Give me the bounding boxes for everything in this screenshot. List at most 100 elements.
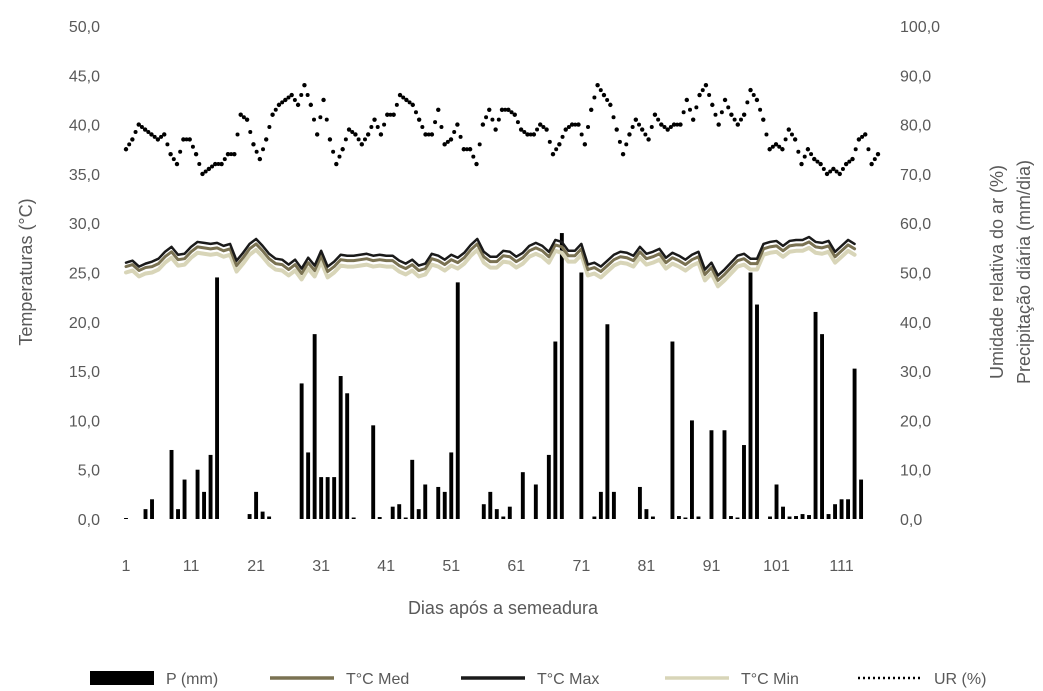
humidity-point: [308, 102, 314, 108]
humidity-point: [314, 132, 320, 137]
precip-bar: [390, 506, 395, 519]
humidity-point: [420, 125, 425, 130]
humidity-point: [321, 97, 326, 103]
precip-bar: [124, 518, 128, 519]
humidity-point: [197, 162, 202, 167]
humidity-point: [550, 151, 556, 157]
legend-label: T°C Min: [741, 671, 799, 688]
humidity-point: [331, 149, 336, 154]
humidity-dots: [123, 82, 881, 177]
humidity-point: [627, 132, 632, 137]
humidity-point: [216, 162, 221, 167]
humidity-point: [174, 161, 180, 167]
humidity-point: [828, 169, 833, 174]
humidity-point: [445, 139, 450, 144]
precip-bar: [260, 511, 265, 519]
humidity-point: [773, 142, 779, 147]
right-tick-label: 20,0: [900, 413, 931, 430]
humidity-point: [286, 95, 291, 100]
precip-bar: [397, 504, 402, 519]
precip-bar: [852, 368, 857, 519]
humidity-point: [761, 117, 766, 122]
humidity-point: [528, 132, 533, 137]
humidity-point: [299, 93, 304, 98]
humidity-point: [837, 171, 842, 177]
humidity-point: [786, 127, 791, 132]
precip-bar: [338, 376, 343, 519]
humidity-point: [436, 107, 441, 113]
precip-bar: [787, 516, 792, 519]
humidity-point: [365, 132, 371, 137]
humidity-point: [139, 125, 144, 130]
humidity-point: [324, 117, 329, 122]
humidity-point: [557, 142, 562, 147]
humidity-point: [662, 125, 667, 130]
humidity-point: [340, 147, 345, 152]
precip-bar: [416, 509, 421, 519]
humidity-point: [792, 137, 798, 142]
x-tick-label: 1: [122, 558, 131, 575]
humidity-point: [856, 137, 862, 142]
precip-bar: [254, 491, 259, 519]
humidity-point: [369, 125, 374, 130]
humidity-point: [796, 149, 801, 154]
precip-bar: [598, 491, 603, 519]
precip-bar: [481, 504, 486, 519]
x-tick-label: 21: [247, 558, 265, 575]
humidity-point: [656, 117, 661, 122]
humidity-point: [429, 132, 435, 137]
legend-label: T°C Med: [346, 671, 409, 688]
humidity-point: [499, 107, 505, 113]
humidity-point: [640, 127, 645, 132]
precip-bar: [592, 516, 597, 519]
humidity-point: [789, 132, 794, 137]
humidity-point: [312, 117, 316, 122]
humidity-point: [155, 137, 161, 142]
humidity-point: [362, 137, 367, 142]
humidity-point: [649, 125, 654, 130]
humidity-point: [738, 117, 743, 122]
humidity-point: [496, 117, 501, 122]
right-tick-label: 50,0: [900, 266, 931, 283]
precipitation-bars: [124, 233, 864, 520]
humidity-point: [289, 92, 294, 98]
right-tick-label: 70,0: [900, 167, 931, 184]
humidity-point: [579, 132, 584, 137]
precip-bar: [683, 517, 688, 519]
right-tick-label: 90,0: [900, 68, 931, 85]
humidity-point: [831, 166, 836, 172]
humidity-point: [802, 154, 807, 159]
precip-bar: [807, 515, 811, 519]
left-axis-ticks: 0,0 5,0 10,0 15,0 20,0 25,0 30,0 35,0 40,0 45,0 50…: [69, 19, 100, 529]
legend-label: P (mm): [166, 671, 218, 688]
humidity-point: [219, 161, 224, 167]
humidity-point: [477, 142, 482, 147]
y-right-axis-title-line2: Precipitação diária (mm/dia): [1014, 160, 1034, 384]
legend-label: T°C Max: [537, 671, 599, 688]
precip-bar: [794, 516, 798, 519]
humidity-point: [710, 102, 715, 108]
humidity-point: [503, 107, 508, 112]
humidity-point: [875, 151, 881, 157]
humidity-point: [525, 132, 530, 137]
humidity-point: [700, 88, 705, 93]
humidity-point: [598, 88, 603, 93]
left-tick-label: 50,0: [69, 19, 100, 36]
humidity-point: [745, 100, 750, 105]
humidity-point: [350, 129, 355, 134]
series-line-tmin: [124, 245, 857, 289]
humidity-point: [592, 95, 597, 100]
humidity-point: [413, 110, 418, 115]
humidity-point: [719, 110, 724, 115]
precip-bar: [410, 459, 415, 519]
humidity-point: [452, 129, 457, 134]
humidity-point: [754, 97, 760, 103]
humidity-point: [222, 157, 227, 162]
humidity-point: [620, 151, 626, 157]
humidity-point: [560, 134, 565, 139]
precip-bar: [546, 454, 551, 519]
humidity-point: [506, 107, 511, 113]
humidity-point: [637, 122, 642, 127]
humidity-point: [382, 122, 387, 127]
humidity-point: [741, 112, 747, 117]
